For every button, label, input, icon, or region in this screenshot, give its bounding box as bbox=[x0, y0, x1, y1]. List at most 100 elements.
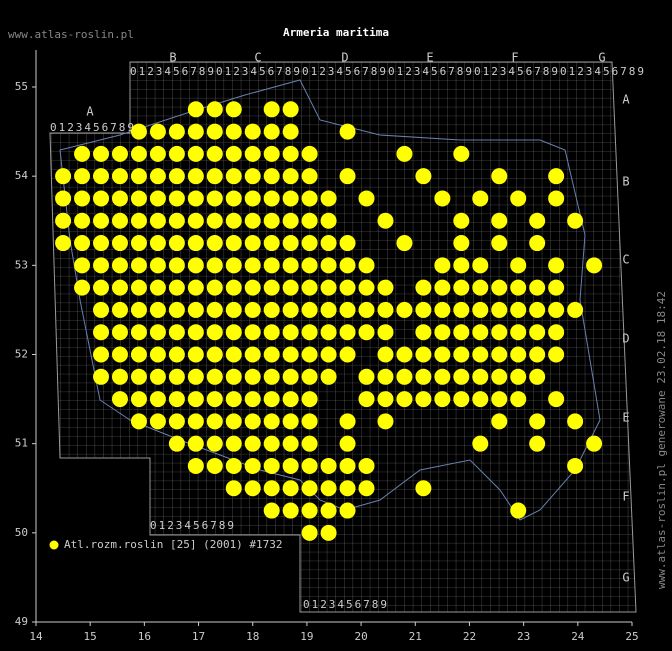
occurrence-point bbox=[168, 346, 185, 363]
occurrence-point bbox=[491, 235, 508, 252]
occurrence-point bbox=[434, 257, 451, 274]
grid-row-letter: A bbox=[622, 93, 630, 107]
x-tick-label: 15 bbox=[84, 630, 97, 643]
grid-column-letter: G bbox=[598, 51, 605, 65]
occurrence-point bbox=[93, 235, 110, 252]
occurrence-point bbox=[358, 391, 375, 408]
occurrence-point bbox=[93, 324, 110, 341]
occurrence-point bbox=[491, 346, 508, 363]
occurrence-point bbox=[548, 257, 565, 274]
occurrence-point bbox=[111, 257, 128, 274]
occurrence-point bbox=[206, 346, 223, 363]
occurrence-point bbox=[510, 190, 527, 207]
occurrence-point bbox=[377, 324, 394, 341]
x-tick-label: 17 bbox=[192, 630, 205, 643]
occurrence-point bbox=[149, 212, 166, 229]
occurrence-point bbox=[244, 480, 261, 497]
occurrence-point bbox=[301, 324, 318, 341]
occurrence-point bbox=[111, 235, 128, 252]
occurrence-point bbox=[149, 324, 166, 341]
grid-digits: 0123456789 bbox=[216, 65, 300, 78]
occurrence-point bbox=[263, 257, 280, 274]
occurrence-point bbox=[510, 502, 527, 519]
occurrence-point bbox=[434, 368, 451, 385]
occurrence-point bbox=[301, 212, 318, 229]
occurrence-point bbox=[244, 413, 261, 430]
occurrence-point bbox=[529, 346, 546, 363]
occurrence-point bbox=[130, 391, 147, 408]
occurrence-point bbox=[55, 168, 72, 185]
occurrence-point bbox=[225, 368, 242, 385]
occurrence-point bbox=[206, 145, 223, 162]
occurrence-point bbox=[263, 168, 280, 185]
occurrence-point bbox=[225, 235, 242, 252]
occurrence-point bbox=[130, 257, 147, 274]
y-tick-label: 49 bbox=[15, 615, 28, 628]
occurrence-point bbox=[510, 257, 527, 274]
occurrence-point bbox=[415, 368, 432, 385]
occurrence-point bbox=[244, 346, 261, 363]
occurrence-point bbox=[548, 168, 565, 185]
occurrence-point bbox=[130, 279, 147, 296]
occurrence-point bbox=[263, 391, 280, 408]
occurrence-point bbox=[244, 324, 261, 341]
occurrence-point bbox=[529, 279, 546, 296]
occurrence-point bbox=[206, 435, 223, 452]
occurrence-point bbox=[225, 257, 242, 274]
occurrence-point bbox=[358, 368, 375, 385]
occurrence-point bbox=[567, 457, 584, 474]
occurrence-point bbox=[206, 257, 223, 274]
occurrence-point bbox=[263, 235, 280, 252]
grid-row-letter: D bbox=[622, 332, 629, 346]
occurrence-point bbox=[206, 101, 223, 118]
occurrence-point bbox=[320, 457, 337, 474]
occurrence-point bbox=[263, 324, 280, 341]
occurrence-point bbox=[149, 257, 166, 274]
occurrence-point bbox=[187, 123, 204, 140]
occurrence-point bbox=[282, 368, 299, 385]
occurrence-point bbox=[130, 168, 147, 185]
occurrence-point bbox=[529, 235, 546, 252]
occurrence-point bbox=[263, 145, 280, 162]
occurrence-point bbox=[225, 145, 242, 162]
occurrence-point bbox=[510, 279, 527, 296]
occurrence-point bbox=[74, 212, 91, 229]
occurrence-point bbox=[55, 235, 72, 252]
occurrence-point bbox=[244, 257, 261, 274]
occurrence-point bbox=[130, 190, 147, 207]
occurrence-point bbox=[130, 413, 147, 430]
occurrence-point bbox=[453, 279, 470, 296]
occurrence-point bbox=[282, 168, 299, 185]
grid-digits: 0123456789 bbox=[560, 65, 644, 78]
occurrence-point bbox=[187, 212, 204, 229]
occurrence-point bbox=[93, 145, 110, 162]
occurrence-point bbox=[453, 324, 470, 341]
occurrence-point bbox=[415, 480, 432, 497]
grid-digits: 0123456789 bbox=[302, 65, 386, 78]
occurrence-point bbox=[149, 235, 166, 252]
occurrence-point bbox=[358, 257, 375, 274]
legend-marker bbox=[49, 540, 59, 550]
occurrence-point bbox=[415, 391, 432, 408]
occurrence-point bbox=[282, 324, 299, 341]
occurrence-point bbox=[149, 123, 166, 140]
occurrence-point bbox=[377, 346, 394, 363]
occurrence-point bbox=[149, 413, 166, 430]
occurrence-point bbox=[244, 235, 261, 252]
occurrence-point bbox=[282, 346, 299, 363]
x-tick-label: 14 bbox=[29, 630, 43, 643]
grid-row-letter: B bbox=[622, 175, 629, 189]
occurrence-point bbox=[453, 145, 470, 162]
occurrence-point bbox=[472, 435, 489, 452]
y-tick-label: 51 bbox=[15, 437, 28, 450]
occurrence-point bbox=[301, 301, 318, 318]
occurrence-point bbox=[510, 324, 527, 341]
occurrence-point bbox=[491, 212, 508, 229]
occurrence-point bbox=[93, 168, 110, 185]
legend-label: Atl.rozm.roslin [25] (2001) #1732 bbox=[64, 538, 283, 551]
occurrence-point bbox=[282, 212, 299, 229]
occurrence-point bbox=[301, 190, 318, 207]
occurrence-point bbox=[187, 324, 204, 341]
occurrence-point bbox=[472, 324, 489, 341]
occurrence-point bbox=[225, 391, 242, 408]
